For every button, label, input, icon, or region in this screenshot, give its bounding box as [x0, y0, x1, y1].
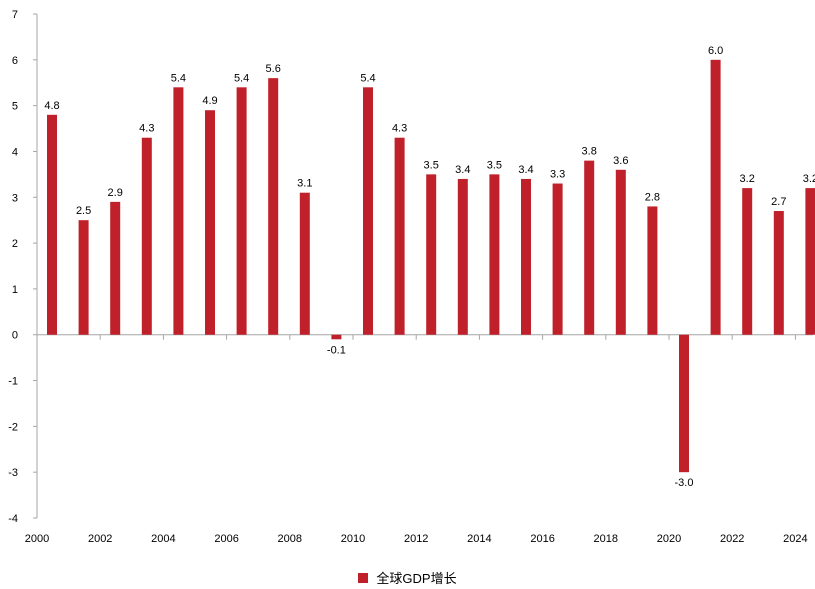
y-tick-label: -3: [8, 467, 18, 479]
y-tick-label: 2: [12, 238, 18, 250]
data-label: 3.4: [518, 164, 533, 176]
bar: [141, 137, 152, 335]
x-tick-label: 2014: [467, 533, 491, 545]
data-label: 3.8: [582, 146, 597, 158]
x-tick-label: 2024: [783, 533, 807, 545]
data-label: 4.8: [44, 100, 59, 112]
bar: [710, 59, 721, 335]
bar: [78, 220, 89, 335]
x-tick-label: 2022: [720, 533, 744, 545]
data-label: -0.1: [327, 344, 346, 356]
data-label: 6.0: [708, 45, 723, 57]
data-label: 3.5: [424, 159, 439, 171]
data-label: 5.4: [171, 72, 186, 84]
data-label: 4.9: [202, 95, 217, 107]
y-tick-label: -2: [8, 421, 18, 433]
bar-chart: 7 6 5 4 3 2 1 0 -1 -2 -3 -4 2000 2002 2004 2006 2008 201…: [8, 9, 815, 545]
bar: [742, 188, 753, 335]
bar: [394, 137, 405, 335]
y-tick-label: -1: [8, 376, 18, 388]
data-label: 3.6: [613, 155, 628, 167]
y-tick-label: 5: [12, 101, 18, 113]
bar: [552, 183, 563, 335]
legend-swatch: [358, 572, 369, 583]
y-axis-ticks: 7 6 5 4 3 2 1 0 -1 -2 -3 -4: [8, 9, 37, 525]
data-label: 3.1: [297, 178, 312, 190]
x-axis-ticks: 2000 2002 2004 2006 2008 2010 2012 2014 2016 2018…: [25, 334, 808, 545]
bar: [236, 87, 247, 335]
bar: [615, 169, 626, 335]
x-tick-label: 2002: [88, 533, 112, 545]
bar: [521, 178, 531, 335]
data-label: -3.0: [675, 477, 694, 489]
bar: [426, 174, 437, 335]
data-label: 3.5: [487, 159, 502, 171]
x-tick-label: 2000: [25, 533, 49, 545]
data-label: 2.5: [76, 205, 91, 217]
data-label: 3.2: [803, 173, 815, 185]
bar: [47, 114, 57, 335]
y-tick-label: -4: [8, 513, 18, 525]
x-tick-label: 2016: [530, 533, 554, 545]
bar: [268, 78, 279, 335]
x-tick-label: 2006: [214, 533, 238, 545]
data-label: 2.8: [645, 191, 660, 203]
bar: [299, 192, 310, 335]
bar: [679, 334, 689, 473]
data-label: 3.3: [550, 169, 565, 181]
y-tick-label: 1: [12, 284, 18, 296]
y-tick-label: 6: [12, 55, 18, 67]
x-tick-label: 2018: [594, 533, 618, 545]
chart-axes: [36, 14, 813, 518]
x-tick-label: 2008: [278, 533, 302, 545]
data-label: 2.7: [771, 196, 786, 208]
y-tick-label: 0: [12, 330, 18, 342]
data-label: 5.4: [234, 72, 249, 84]
data-label: 4.3: [392, 123, 407, 135]
x-tick-label: 2004: [151, 533, 175, 545]
y-tick-label: 4: [12, 146, 18, 158]
bar: [773, 211, 784, 335]
bar: [173, 87, 184, 335]
data-label: 5.4: [360, 72, 375, 84]
x-tick-label: 2012: [404, 533, 428, 545]
bar: [584, 160, 595, 335]
bar: [363, 87, 373, 335]
data-label: 3.2: [740, 173, 755, 185]
y-tick-label: 7: [12, 9, 18, 21]
data-label: 3.4: [455, 164, 470, 176]
bar-series: [47, 59, 815, 473]
data-labels: 4.8 2.5 2.9 4.3 5.4 4.9 5.4 5.6 3.1 -0.1 5.4 4.3 3.5…: [44, 45, 815, 489]
x-tick-label: 2010: [341, 533, 365, 545]
data-label: 4.3: [139, 123, 154, 135]
bar: [110, 201, 121, 335]
bar: [205, 110, 215, 335]
bar: [457, 178, 468, 335]
bar: [805, 188, 815, 335]
data-label: 5.6: [266, 63, 281, 75]
chart-legend: 全球GDP增长: [0, 568, 815, 587]
bar: [647, 206, 658, 335]
y-tick-label: 3: [12, 192, 18, 204]
bar: [489, 174, 500, 335]
bar: [331, 334, 342, 340]
legend-label: 全球GDP增长: [376, 571, 457, 586]
data-label: 2.9: [108, 187, 123, 199]
x-tick-label: 2020: [657, 533, 681, 545]
